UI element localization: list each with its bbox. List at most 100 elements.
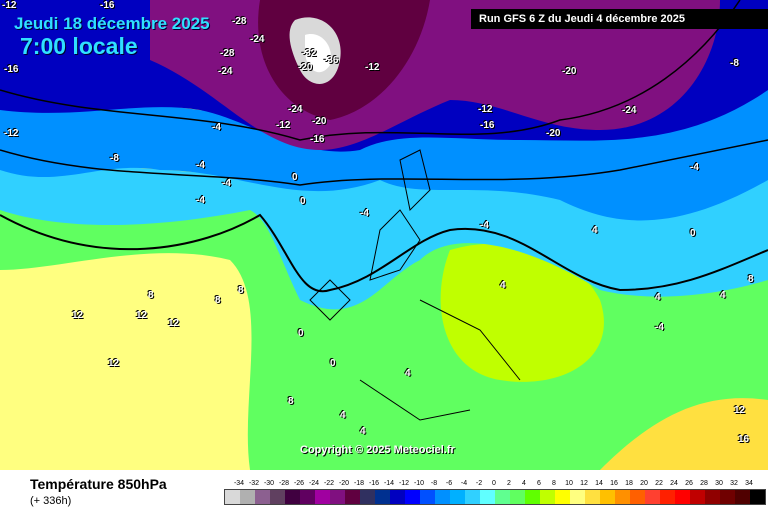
legend-swatch [495,490,510,504]
legend-swatch [285,490,300,504]
isotherm-label: -24 [622,105,637,116]
isotherm-label: -28 [232,16,247,27]
legend-tick: 20 [640,480,648,487]
legend-swatch [735,490,750,504]
legend-tick: 12 [580,480,588,487]
legend-tick: -18 [353,480,365,487]
isotherm-label: -4 [480,220,489,231]
legend-swatch [435,490,450,504]
legend-tick: 2 [507,480,511,487]
legend-tick: 4 [522,480,526,487]
legend-tick: -14 [383,480,395,487]
legend-swatch [330,490,345,504]
legend-tick: 34 [745,480,753,487]
legend-swatch [270,490,285,504]
isotherm-label: -20 [298,62,313,73]
isotherm-label: 4 [340,410,346,421]
legend-tick: 0 [492,480,496,487]
legend-tick: -12 [398,480,410,487]
isotherm-label: -16 [480,120,495,131]
isotherm-label: -24 [218,66,233,77]
run-info: Run GFS 6 Z du Jeudi 4 décembre 2025 [471,9,768,29]
isotherm-label: 0 [292,172,298,183]
legend-tick: 18 [625,480,633,487]
forecast-local-time: 7:00 locale [20,33,138,59]
isotherm-label: 4 [720,290,726,301]
legend-swatch [315,490,330,504]
isotherm-minus8 [0,139,768,186]
isotherm-label: 8 [148,290,154,301]
legend-swatch [555,490,570,504]
isotherm-label: -28 [220,48,235,59]
legend-swatch [405,490,420,504]
isotherm-label: 4 [500,280,506,291]
isotherm-label: -4 [212,122,221,133]
isotherm-label: -4 [196,195,205,206]
legend-swatch [420,490,435,504]
legend-tick: -26 [293,480,305,487]
isotherm-label: -12 [276,120,291,131]
legend-swatch [750,490,765,504]
isotherm-label: 4 [360,426,366,437]
isotherm-label: 12 [136,310,148,321]
legend-tick: 24 [670,480,678,487]
legend-swatch [510,490,525,504]
isotherm-label: -4 [196,160,205,171]
legend-swatch [240,490,255,504]
legend-swatch [450,490,465,504]
isotherm-label: -4 [360,208,369,219]
isotherm-label: 12 [168,318,180,329]
isotherm-label: 12 [72,310,84,321]
legend-tick: 10 [565,480,573,487]
legend-swatch [630,490,645,504]
legend-tick: -22 [323,480,335,487]
legend-tick: 16 [610,480,618,487]
legend-tick: -4 [460,480,468,487]
legend-tick: -24 [308,480,320,487]
legend-footer: Température 850hPa (+ 336h) -34 -32 -30 -28… [0,470,768,512]
isotherm-label: 8 [748,274,754,285]
legend-swatch [660,490,675,504]
legend-tick: -30 [263,480,275,487]
legend-swatch [345,490,360,504]
isotherm-label: 4 [405,368,411,379]
legend-swatch [690,490,705,504]
isotherm-label: -8 [730,58,739,69]
isotherm-label: 16 [738,434,750,445]
copyright: Copyright © 2025 Meteociel.fr [300,444,455,456]
isotherm-label: -12 [478,104,493,115]
forecast-lead: (+ 336h) [30,495,72,507]
isotherm-label: -12 [4,128,19,139]
zone-blue [0,70,768,221]
isotherm-label: -20 [546,128,561,139]
legend-tick: 8 [552,480,556,487]
legend-tick: -20 [338,480,350,487]
isotherm-minus16 [0,0,741,141]
isotherm-label: 8 [215,295,221,306]
legend-tick: 30 [715,480,723,487]
zone-core-white [305,34,331,73]
isotherm-label: 12 [108,358,120,369]
isotherm-label: 12 [734,405,746,416]
legend-swatch [225,490,240,504]
legend-swatch [480,490,495,504]
isotherm-label: 0 [300,196,306,207]
legend-swatch [360,490,375,504]
isotherm-label: -20 [562,66,577,77]
legend-swatch [720,490,735,504]
legend-swatch [645,490,660,504]
temperature-map [0,0,768,470]
legend-swatch [570,490,585,504]
isotherm-label: 4 [655,292,661,303]
legend-swatch [255,490,270,504]
isotherm-label: -20 [312,116,327,127]
legend-tick: 22 [655,480,663,487]
legend-tick: 26 [685,480,693,487]
legend-tick: -10 [413,480,425,487]
isotherm-label: 0 [690,228,696,239]
legend-swatch [540,490,555,504]
zone-yellow [0,242,280,470]
legend-tick: -8 [430,480,438,487]
zone-lime [440,243,604,382]
legend-tick: -16 [368,480,380,487]
